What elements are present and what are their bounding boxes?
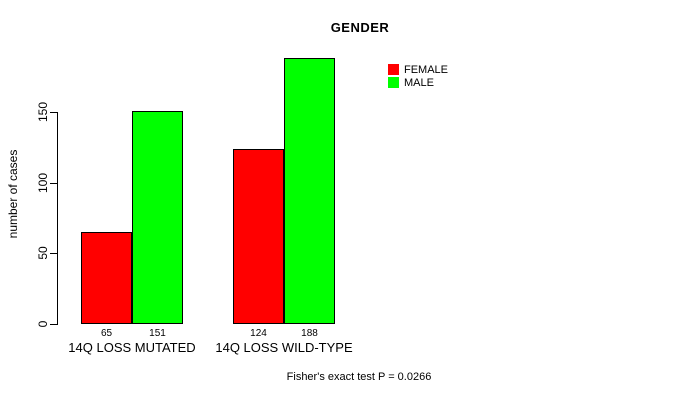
- y-tick-100: [50, 183, 58, 184]
- legend-label-female: FEMALE: [404, 63, 449, 76]
- legend-item-male: MALE: [388, 76, 448, 89]
- y-tick-150: [50, 112, 58, 113]
- bar-male-14q-loss-wild-type: [284, 58, 335, 324]
- legend-swatch-female: [388, 64, 399, 75]
- annotation-fishers-test: Fisher's exact test P = 0.0266: [286, 371, 432, 383]
- y-tick-0: [50, 324, 58, 325]
- legend-item-female: FEMALE: [388, 63, 449, 76]
- chart-title: GENDER: [330, 20, 390, 35]
- y-tick-50: [50, 253, 58, 254]
- bar-female-14q-loss-wild-type: [233, 149, 284, 324]
- category-label-14q-loss-wild-type: 14Q LOSS WILD-TYPE: [215, 340, 353, 355]
- legend: FEMALE MALE: [388, 64, 448, 90]
- bar-value-male-14q-loss-wild-type: 188: [301, 328, 318, 339]
- bar-value-male-14q-loss-mutated: 151: [149, 328, 166, 339]
- bar-value-female-14q-loss-wild-type: 124: [250, 328, 267, 339]
- y-axis-line: [57, 112, 58, 325]
- bar-female-14q-loss-mutated: [81, 232, 132, 324]
- bar-male-14q-loss-mutated: [132, 111, 183, 324]
- legend-label-male: MALE: [404, 76, 434, 89]
- legend-swatch-male: [388, 77, 399, 88]
- category-label-14q-loss-mutated: 14Q LOSS MUTATED: [68, 340, 196, 355]
- bar-value-female-14q-loss-mutated: 65: [100, 328, 113, 339]
